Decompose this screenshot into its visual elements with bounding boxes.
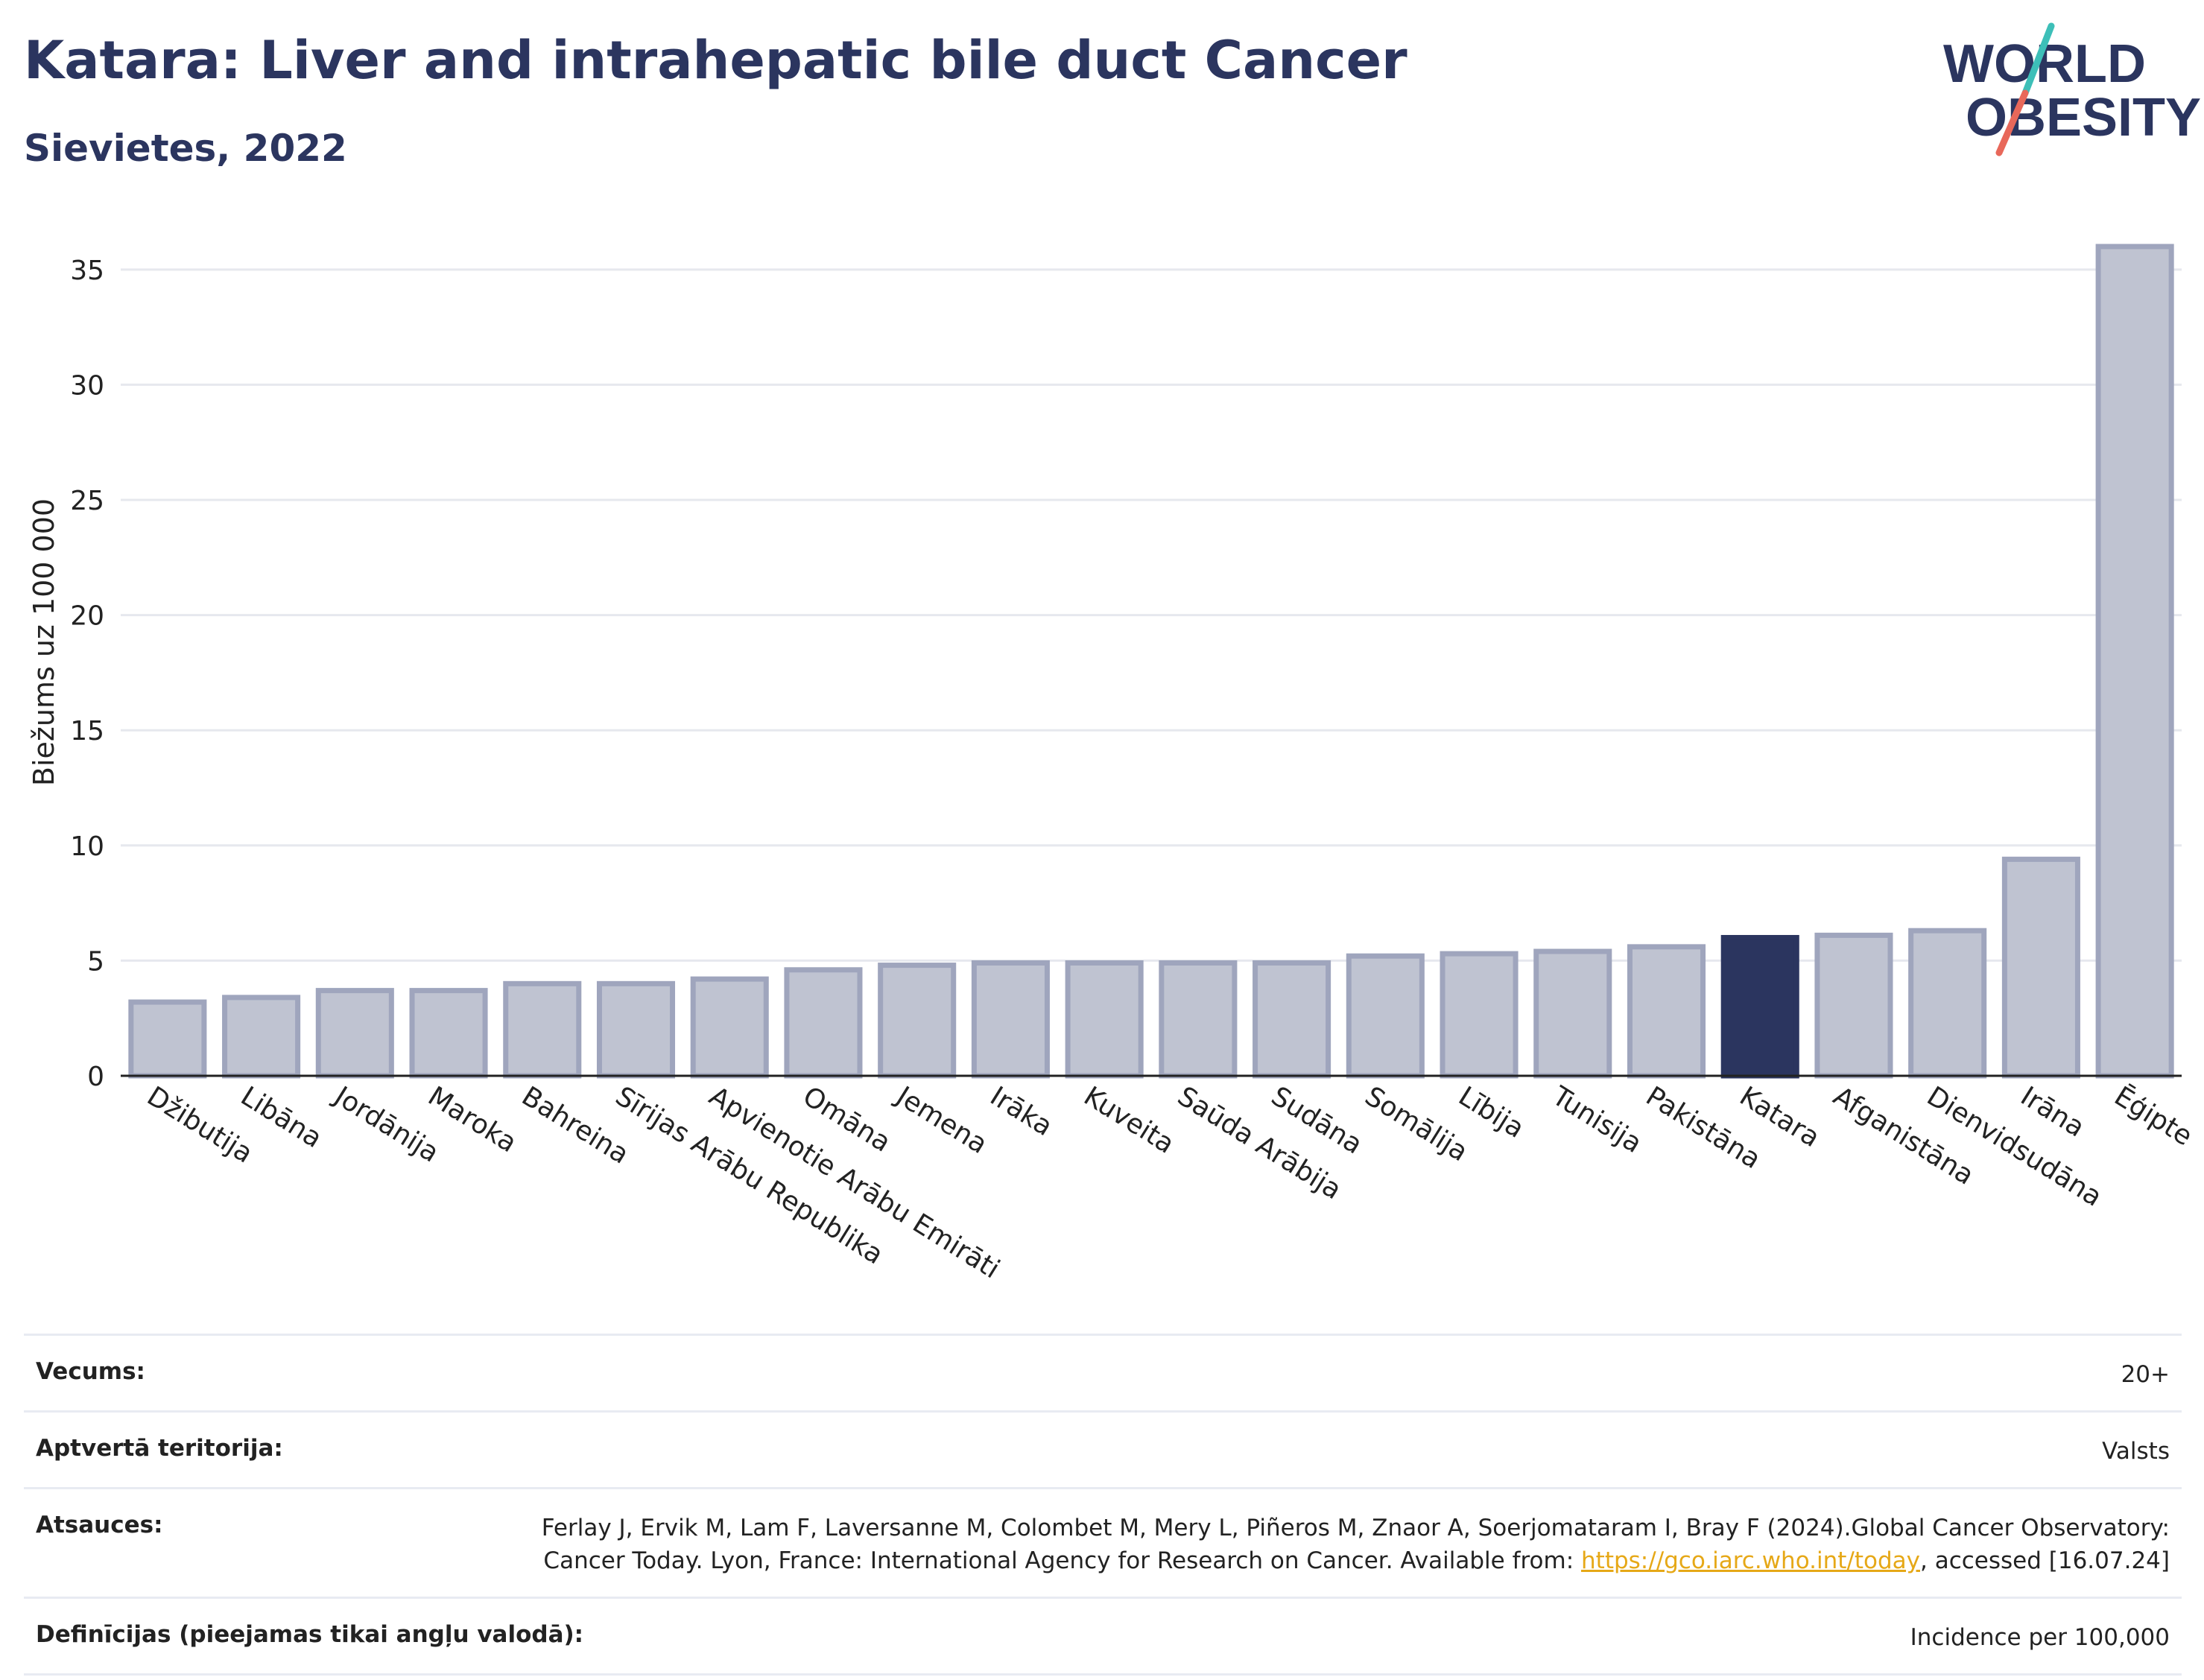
meta-row-coverage: Aptvertā teritorija: Valsts [24, 1410, 2182, 1487]
references-value: Ferlay J, Ervik M, Lam F, Laversanne M, … [531, 1512, 2170, 1577]
bar[interactable] [1065, 960, 1144, 1079]
bar-highlighted[interactable] [1720, 934, 1799, 1079]
bar[interactable] [2095, 244, 2174, 1079]
references-link[interactable]: https://gco.iarc.who.int/today [1581, 1547, 1920, 1574]
bar[interactable] [1814, 932, 1893, 1079]
page-title: Katara: Liver and intrahepatic bile duct… [24, 30, 1407, 91]
x-tick-label: Ēģipte [2109, 1081, 2197, 1153]
references-label: Atsauces: [36, 1512, 163, 1538]
definitions-label: Definīcijas (pieejamas tikai angļu valod… [36, 1621, 584, 1648]
y-tick-label: 35 [70, 256, 104, 286]
meta-row-references: Atsauces: Ferlay J, Ervik M, Lam F, Lave… [24, 1487, 2182, 1597]
age-value: 20+ [2121, 1361, 2170, 1388]
bar[interactable] [971, 960, 1050, 1079]
bar[interactable] [1908, 928, 1987, 1079]
y-tick-label: 25 [70, 486, 104, 516]
bar[interactable] [784, 967, 863, 1079]
x-tick-label: Irāna [2015, 1081, 2090, 1144]
definitions-value: Incidence per 100,000 [1910, 1624, 2170, 1651]
age-label: Vecums: [36, 1358, 145, 1385]
bar[interactable] [1346, 953, 1425, 1079]
y-axis-label: Biežums uz 100 000 [28, 498, 60, 786]
bar[interactable] [1627, 944, 1706, 1079]
x-tick-label: Kuveita [1078, 1081, 1179, 1160]
y-tick-label: 10 [70, 831, 104, 862]
bar[interactable] [409, 988, 488, 1079]
meta-row-definitions: Definīcijas (pieejamas tikai angļu valod… [24, 1597, 2182, 1676]
coverage-value: Valsts [2102, 1438, 2170, 1465]
bar[interactable] [503, 980, 582, 1079]
x-tick-label: Džibutija [142, 1081, 258, 1170]
bar[interactable] [690, 976, 769, 1079]
x-tick-label: Irāka [985, 1081, 1058, 1142]
bar[interactable] [1440, 951, 1519, 1079]
bar[interactable] [315, 988, 394, 1079]
x-tick-label: Jemena [890, 1080, 992, 1160]
bar[interactable] [1533, 948, 1612, 1079]
bar[interactable] [1253, 960, 1331, 1079]
x-tick-label: Jordānija [328, 1080, 444, 1169]
bar[interactable] [1159, 960, 1238, 1079]
bar[interactable] [128, 999, 207, 1079]
bar[interactable] [2001, 856, 2080, 1079]
x-tick-label: Saūda Arābija [1172, 1081, 1346, 1206]
x-tick-label: Lībija [1453, 1081, 1529, 1144]
y-tick-label: 0 [87, 1062, 104, 1092]
page-subtitle: Sievietes, 2022 [24, 127, 347, 170]
y-tick-label: 30 [70, 370, 104, 401]
references-accessed: , accessed [16.07.24] [1919, 1547, 2170, 1574]
bar[interactable] [878, 963, 957, 1079]
bar[interactable] [222, 995, 301, 1079]
coverage-label: Aptvertā teritorija: [36, 1435, 283, 1462]
metadata-table: Vecums: 20+ Aptvertā teritorija: Valsts … [24, 1334, 2182, 1676]
logo-slash-bottom [1995, 89, 2029, 156]
x-tick-label: Tunisija [1546, 1080, 1647, 1159]
meta-row-age: Vecums: 20+ [24, 1334, 2182, 1410]
world-obesity-logo: WORLD OBESITY [1943, 22, 2201, 156]
y-tick-label: 20 [70, 601, 104, 632]
y-tick-label: 5 [87, 946, 104, 977]
logo-slash-top [2021, 22, 2055, 97]
references-text: Ferlay J, Ervik M, Lam F, Laversanne M, … [541, 1515, 2170, 1574]
y-tick-label: 15 [70, 716, 104, 747]
x-tick-label: Somālija [1360, 1081, 1473, 1167]
bar[interactable] [596, 980, 676, 1079]
x-tick-label: Bahreina [516, 1081, 634, 1170]
